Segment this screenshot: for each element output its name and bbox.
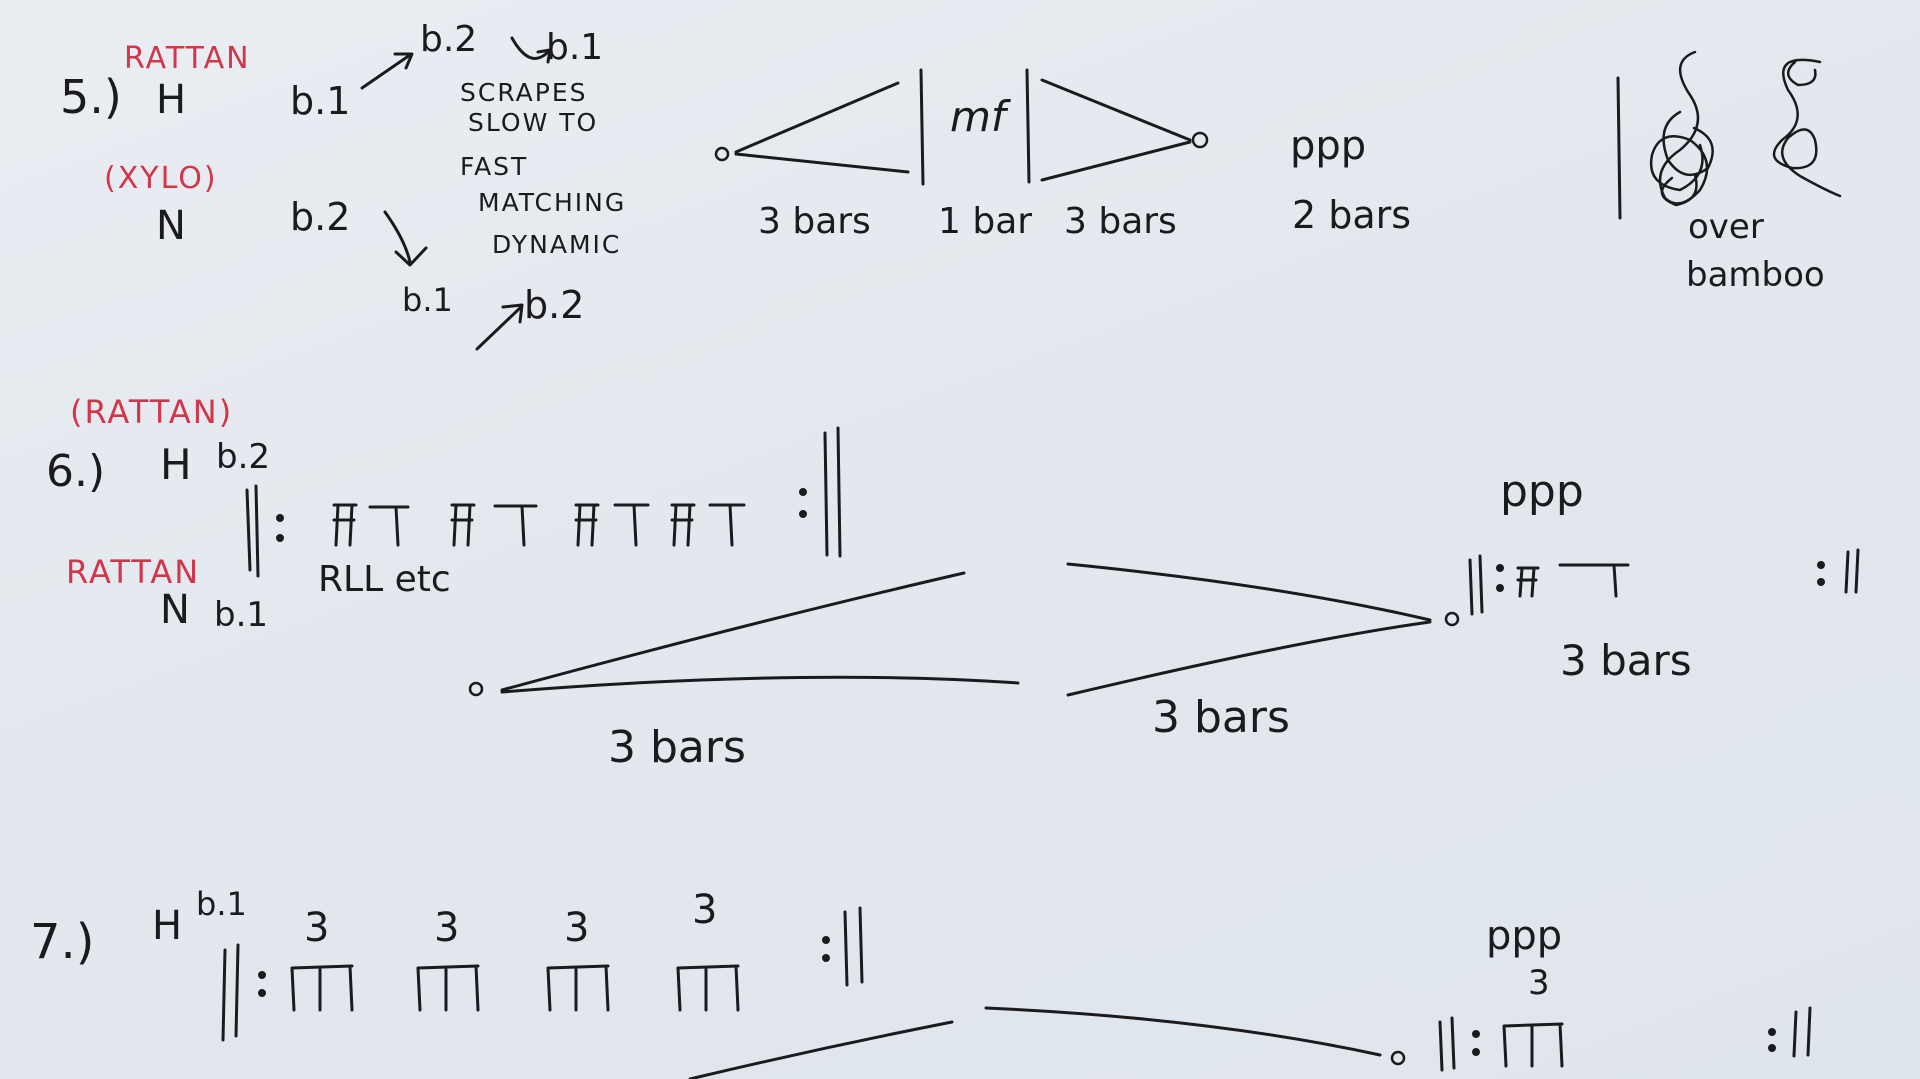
barline [1616, 76, 1622, 220]
repeat-end-barline [1792, 1006, 1812, 1058]
scrapes-instruction: DYNAMIC [492, 230, 622, 259]
repeat-dot [258, 971, 266, 979]
section-7-number: 7.) [30, 914, 95, 970]
section-6-number: 6.) [46, 446, 106, 497]
decrescendo-hairpin [984, 1006, 1406, 1066]
repeat-dot [822, 954, 830, 962]
spiral-icon [1772, 58, 1842, 198]
section-7-dynamic-ppp: ppp [1486, 913, 1563, 959]
barline [919, 68, 925, 186]
repeat-dot [1768, 1028, 1776, 1036]
repeat-dot [1817, 561, 1825, 569]
repeat-dot [1472, 1048, 1480, 1056]
repeat-end-barline [1844, 548, 1860, 594]
tuplet-number: 3 [564, 905, 590, 951]
repeat-dot [1496, 584, 1504, 592]
scrapes-instruction: SLOW TO [468, 108, 599, 137]
section-5-mf-duration: 1 bar [938, 201, 1033, 242]
h-arrow-curl-icon [510, 36, 552, 64]
crescendo-hairpin [688, 1020, 954, 1079]
section-6-repeat-duration: 3 bars [1560, 636, 1692, 685]
section-6-crescendo-duration: 3 bars [608, 722, 746, 773]
section-6-n-label: N [160, 587, 190, 633]
repeat-dot [822, 936, 830, 944]
section-5-n-label: N [156, 203, 186, 249]
repeat-dot [276, 514, 284, 522]
repeat-start-barline [1468, 554, 1484, 616]
sticking-pattern: RLL etc [318, 559, 451, 600]
tuplet-number: 3 [692, 887, 718, 933]
repeat-dot [799, 488, 807, 496]
crescendo-hairpin [468, 571, 1020, 697]
triplet-figure [1502, 1022, 1564, 1068]
section-5-n-instrument: (XYLO) [104, 161, 218, 196]
scribble-icon [1649, 50, 1714, 207]
scrapes-instruction: SCRAPES [460, 78, 588, 107]
section-5-h-label: H [156, 77, 187, 123]
repeat-start-barline [1438, 1016, 1456, 1072]
repeat-start-barline [245, 484, 260, 578]
repeat-end-barline [843, 906, 864, 987]
repeat-dot [1817, 578, 1825, 586]
decrescendo-hairpin [1066, 562, 1460, 697]
section-6-strokes [245, 426, 1860, 697]
section-6-h-beater: b.2 [216, 437, 271, 477]
section-5-h-beater-2: b.2 [420, 19, 478, 60]
rhythm-figure [332, 503, 746, 547]
section-5-h-beater-1: b.1 [290, 79, 351, 123]
scrapes-instruction: MATCHING [478, 188, 627, 217]
repeat-dot [1496, 564, 1504, 572]
triplet-figure [290, 964, 740, 1012]
tuplet-number: 3 [434, 905, 460, 951]
decrescendo-hairpin [1040, 78, 1209, 182]
section-6-instrument-bottom: RATTAN [66, 553, 201, 591]
section-5-strokes [360, 36, 1842, 351]
section-5-n-beater-2-again: b.2 [524, 283, 585, 327]
section-6-n-beater: b.1 [214, 595, 269, 635]
section-7-h-beater: b.1 [196, 885, 247, 923]
n-arrow-down-icon [383, 210, 428, 267]
repeat-dot [1768, 1044, 1776, 1052]
swirl-note: over [1688, 207, 1764, 247]
section-5-dynamic-mf: mf [950, 92, 1006, 141]
section-5-n-beater-1: b.1 [402, 281, 453, 319]
repeat-dot [799, 510, 807, 518]
section-5-number: 5.) [60, 70, 122, 124]
repeat-end-barline [823, 426, 842, 558]
section-5-crescendo-duration: 3 bars [758, 201, 871, 242]
section-6-decrescendo-duration: 3 bars [1152, 692, 1290, 743]
repeat-dot [258, 989, 266, 997]
crescendo-hairpin [714, 81, 910, 174]
section-6-instrument-top: (RATTAN) [70, 393, 234, 431]
repeat-dot [276, 534, 284, 542]
section-5-h-beater-1-again: b.1 [546, 27, 604, 68]
h-arrow-up-icon [360, 52, 414, 90]
section-7-strokes [221, 906, 1812, 1079]
n-arrow-up-icon [475, 303, 524, 351]
repeat-dot [1472, 1030, 1480, 1038]
rhythm-figure [1516, 563, 1630, 598]
section-5-dynamic-ppp: ppp [1290, 123, 1367, 169]
section-6-h-label: H [160, 440, 192, 489]
section-7-h-label: H [152, 903, 183, 949]
section-7-final-tuplet: 3 [1528, 963, 1550, 1003]
scrapes-instruction: FAST [460, 152, 529, 181]
section-5-ppp-duration: 2 bars [1292, 193, 1412, 237]
section-5-decrescendo-duration: 3 bars [1064, 201, 1177, 242]
section-5-h-instrument: RATTAN [124, 41, 251, 76]
tuplet-number: 3 [304, 905, 330, 951]
repeat-start-barline [221, 943, 240, 1042]
swirl-note: bamboo [1686, 255, 1825, 295]
barline [1025, 68, 1031, 184]
section-5-n-beater-2: b.2 [290, 195, 351, 239]
section-6-dynamic-ppp: ppp [1500, 466, 1584, 517]
